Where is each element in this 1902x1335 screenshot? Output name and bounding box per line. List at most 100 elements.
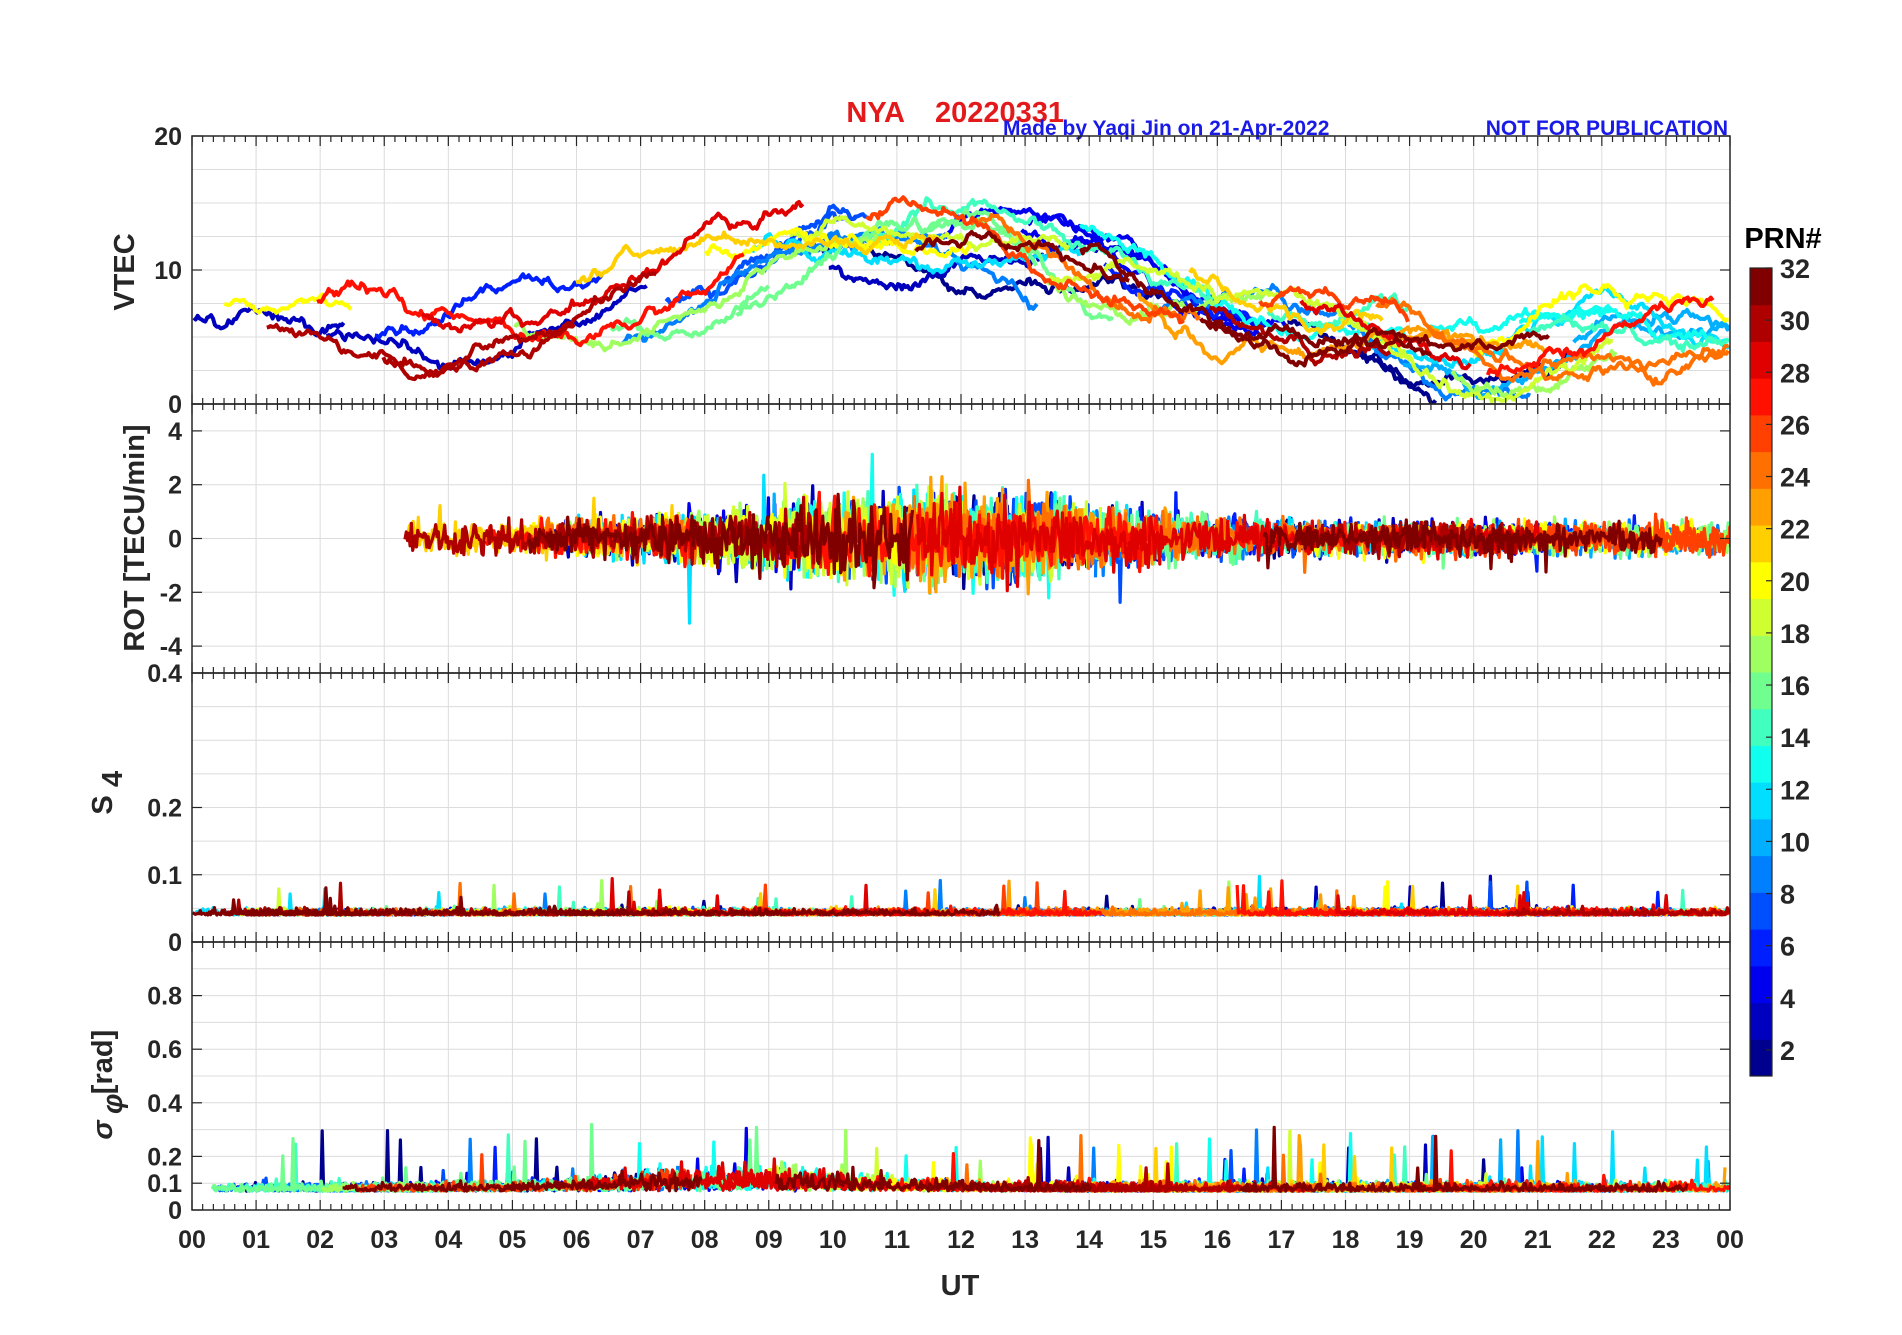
colorbar-swatch (1750, 672, 1772, 710)
x-tick-label: 18 (1332, 1226, 1360, 1254)
colorbar-tick-label: 24 (1780, 463, 1810, 493)
sigphi-trace-prn-22 (774, 1138, 1093, 1193)
x-tick-label: 15 (1139, 1226, 1167, 1254)
colorbar-swatch (1750, 708, 1772, 746)
vtec-trace-prn-11 (735, 208, 1039, 317)
vtec-trace-prn-17 (1429, 328, 1730, 383)
x-tick-label: 22 (1588, 1226, 1616, 1254)
s4-ylabel-group: S 4 (87, 771, 129, 815)
vtec-trace-prn-21 (266, 322, 576, 382)
x-tick-label: 02 (306, 1226, 334, 1254)
vtec-trace-prn-4 (374, 272, 604, 340)
colorbar-swatch (1750, 451, 1772, 489)
x-tick-label: 23 (1652, 1226, 1680, 1254)
rot-trace-prn-22 (1262, 518, 1663, 574)
sigphi-ylabel-unit: [rad] (87, 1030, 119, 1094)
colorbar-tick-label: 28 (1780, 358, 1810, 388)
colorbar-swatch (1750, 965, 1772, 1004)
x-axis-label: UT (941, 1270, 980, 1302)
colorbar-tick-label: 8 (1780, 880, 1795, 910)
x-tick-label: 00 (1716, 1226, 1744, 1254)
colorbar-swatch (1750, 1039, 1772, 1077)
x-tick-label: 16 (1203, 1226, 1231, 1254)
vtec-x-ticks (191, 136, 1731, 404)
colorbar-swatch (1750, 525, 1772, 563)
sigphi-ylabel-sub: φ (97, 1094, 129, 1114)
s4-x-ticks (191, 673, 1731, 942)
sigphi-x-ticks (191, 942, 1731, 1210)
vtec-trace-prn-18 (865, 195, 1185, 325)
colorbar-tick-label: 2 (1780, 1036, 1795, 1066)
vtec-trace-prn-20 (421, 200, 805, 334)
vtec-trace-prn-22 (1199, 317, 1551, 368)
vtec-trace-prn-7 (1572, 307, 1730, 344)
vtec-trace-prn-17 (1375, 296, 1730, 387)
colorbar-swatch (1750, 818, 1772, 857)
vtec-trace-prn-14 (223, 292, 353, 315)
x-tick-label: 12 (947, 1226, 975, 1254)
rot-trace-prn-20 (916, 485, 1318, 593)
s4-trace-prn-21 (1505, 904, 1730, 917)
sigphi-trace-prn-22 (1239, 1125, 1689, 1193)
s4-grid (191, 673, 1731, 942)
x-tick-label: 09 (755, 1226, 783, 1254)
colorbar-tick-label: 32 (1780, 254, 1810, 284)
panel-sigphi: 0.8 0.6 0.4 0.20.10 (147, 941, 1731, 1225)
colorbar-swatch (1750, 268, 1772, 306)
colorbar-tick-label: 6 (1780, 932, 1795, 962)
vtec-trace-prn-14 (1473, 283, 1729, 358)
colorbar-tick-label: 12 (1780, 775, 1810, 805)
vtec-y-tick-label: 20 (154, 123, 182, 151)
rot-y-tick-label: 4 (168, 418, 182, 446)
vtec-trace-prn-12 (1450, 349, 1618, 401)
x-tick-label: 10 (819, 1226, 847, 1254)
x-tick-label: 17 (1268, 1226, 1296, 1254)
sigphi-y-tick-label: 0.4 (147, 1090, 182, 1118)
x-tick-label: 00 (178, 1226, 206, 1254)
colorbar-swatch (1750, 488, 1772, 526)
vtec-trace-prn-4 (1103, 262, 1268, 329)
vtec-trace-prn-10 (872, 196, 1214, 303)
notice-text: NOT FOR PUBLICATION (1486, 117, 1728, 140)
x-tick-label: 04 (434, 1226, 462, 1254)
x-tick-label: 21 (1524, 1226, 1552, 1254)
vtec-trace-prn-20 (1299, 299, 1472, 371)
rot-y-tick-label: 0 (168, 526, 182, 554)
colorbar-tick-label: 18 (1780, 619, 1810, 649)
vtec-trace-prn-5 (664, 203, 859, 306)
sigphi-ylabel-group: σ φ [rad] (87, 1030, 129, 1140)
s4-y-tick-label: 0.2 (147, 795, 182, 823)
sigphi-y-tick-label: 0.1 (147, 1170, 182, 1198)
vtec-y-tick-label: 0 (168, 391, 182, 419)
x-tick-label: 20 (1460, 1226, 1488, 1254)
s4-y-tick-label: 0 (168, 929, 182, 957)
title-date: 20220331 (935, 97, 1064, 129)
panel-s4: 0.4 0.2 0.1 0 (147, 660, 1731, 957)
s4-y-tick-label: 0.4 (147, 660, 182, 688)
vtec-trace-prn-9 (1426, 304, 1612, 334)
x-tick-label: 11 (884, 1226, 911, 1254)
colorbar-swatch (1750, 892, 1772, 930)
vtec-trace-prn-19 (1485, 295, 1715, 377)
title-station: NYA (846, 97, 905, 129)
sigphi-trace-prn-22 (342, 1169, 703, 1193)
vtec-trace-prn-9 (1519, 304, 1730, 345)
colorbar-swatch (1750, 378, 1772, 416)
vtec-trace-prn-22 (1079, 241, 1432, 356)
colorbar-swatch (1750, 561, 1772, 600)
vtec-trace-prn-22 (914, 230, 1130, 283)
colorbar-tick-label: 14 (1780, 723, 1810, 753)
colorbar-label: PRN# (1744, 223, 1821, 255)
sigphi-y-tick-label: 0.8 (147, 983, 182, 1011)
vtec-y-tick-label: 10 (154, 257, 182, 285)
s4-traces (192, 874, 1730, 917)
x-tick-label: 07 (627, 1226, 655, 1254)
sigphi-y-tick-label: 0.2 (147, 1143, 182, 1171)
colorbar-tick-label: 22 (1780, 515, 1810, 545)
colorbar-swatch (1750, 855, 1772, 893)
x-tick-label: 06 (563, 1226, 591, 1254)
x-tick-labels: 00 01 02 03 04 05 06 07 08 09 10 11 12 13 14 15 16 17 18 19… (178, 1226, 1744, 1254)
